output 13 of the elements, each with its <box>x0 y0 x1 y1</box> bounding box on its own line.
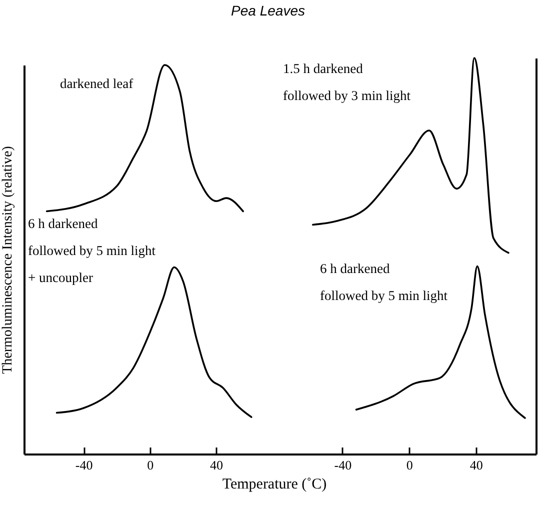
y-axis-title: Thermoluminescence Intensity (relative) <box>0 146 16 374</box>
x-tick-label: -40 <box>75 458 93 472</box>
x-tick-label: -40 <box>334 458 352 472</box>
x-tick-label: 40 <box>470 458 483 472</box>
chart-title: Pea Leaves <box>231 2 305 18</box>
x-tick-label: 40 <box>210 458 224 472</box>
x-tick-label: 0 <box>147 458 154 472</box>
text: 1.5 h darkened followed by 3 min light <box>283 61 411 103</box>
series-label: 6 h darkened followed by 5 min light + uncoupler <box>28 216 156 285</box>
series-label: 6 h darkened followed by 5 min light <box>320 261 448 303</box>
series-label: darkened leaf <box>60 76 134 91</box>
x-axis-title: Temperature (˚C) <box>222 476 327 492</box>
x-tick-label: 0 <box>406 458 413 472</box>
